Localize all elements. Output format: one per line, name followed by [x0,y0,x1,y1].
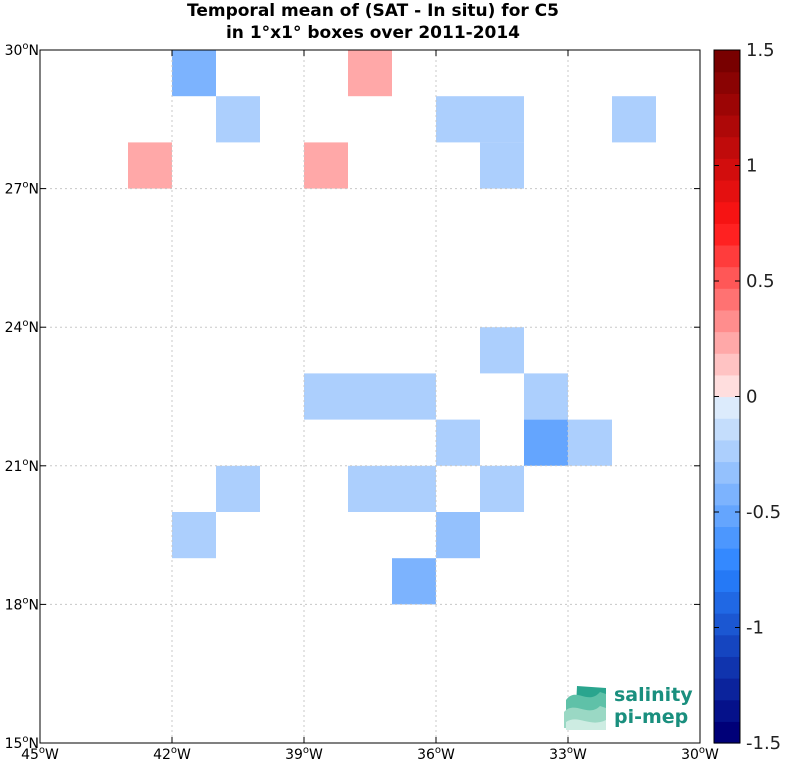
heatmap-cell [392,465,436,512]
colorbar-level [714,418,740,441]
colorbar-level [714,721,740,744]
heatmap-cell [480,96,524,143]
colorbar-level [714,613,740,636]
heatmap-cell [436,96,480,143]
tick-label: 33oW [549,745,587,763]
colorbar-tick-label: -1 [746,618,764,639]
colorbar-level [714,699,740,722]
colorbar-level [714,396,740,419]
colorbar-tick-label: 1.5 [746,40,775,61]
colorbar-level [714,201,740,224]
colorbar-tick-label: -1.5 [746,733,781,754]
colorbar-level [714,548,740,571]
tick-label: 21oN [5,457,39,475]
tick-label: 30oW [681,745,719,763]
colorbar-level [714,678,740,701]
colorbar-level [714,223,740,246]
colorbar-level [714,71,740,94]
colorbar-level [714,483,740,506]
title-line-2: in 1°x1° boxes over 2011-2014 [226,23,520,43]
colorbar-level [714,591,740,614]
heatmap-cell [436,512,480,559]
colorbar-level [714,353,740,376]
heatmap-cell [216,96,260,143]
heatmap-cell [568,419,612,466]
heatmap-cell [480,142,524,189]
colorbar-level [714,288,740,311]
tick-label: 36oW [417,745,455,763]
logo-line-2: pi-mep [614,706,688,728]
heatmap-cell [436,419,480,466]
tick-label: 30oN [5,41,39,59]
colorbar-level [714,569,740,593]
colorbar-ticks: 1.5 1 0.5 0 -0.5 -1 -1.5 [714,40,781,754]
heatmap-cell [172,50,216,97]
tick-label: 18oN [5,595,39,613]
colorbar [714,50,740,744]
x-axis-ticks: 45oW 42oW 39oW 36oW 33oW 30oW [21,50,719,763]
heatmap-cell [128,142,172,189]
heatmap-cell [524,373,568,420]
colorbar-level [714,439,740,463]
salinity-pi-mep-logo: salinity pi-mep [564,684,693,730]
tick-label: 39oW [285,745,323,763]
colorbar-tick-label: -0.5 [746,502,781,523]
heatmap-cell [480,465,524,512]
map-frame [39,49,701,744]
heatmap-cell [348,50,392,97]
heatmap-cell [524,419,568,466]
colorbar-level [714,136,740,159]
y-axis-ticks: 30oN 27oN 24oN 21oN 18oN 15oN [5,41,700,752]
tick-label: 24oN [5,318,39,336]
colorbar-level [714,374,740,398]
heatmap-cell [612,96,656,143]
colorbar-level [714,309,740,333]
colorbar-level [714,50,740,73]
heatmap-cells [128,50,656,605]
colorbar-level [714,331,740,354]
heatmap-cell [216,465,260,512]
colorbar-level [714,461,740,484]
colorbar-tick-label: 0 [746,387,757,408]
heatmap-cell [172,512,216,559]
heatmap-cell [304,373,348,420]
tick-label: 27oN [5,180,39,198]
heatmap-cell [348,373,392,420]
colorbar-level [714,114,740,138]
tick-label: 15oN [5,734,39,752]
colorbar-level [714,634,740,657]
colorbar-level [714,179,740,203]
logo-line-1: salinity [614,684,693,706]
heatmap-cell [392,373,436,420]
colorbar-level [714,158,740,181]
colorbar-level [714,504,740,528]
heatmap-cell [348,465,392,512]
colorbar-level [714,266,740,289]
colorbar-tick-label: 0.5 [746,271,775,292]
colorbar-tick-label: 1 [746,156,757,177]
colorbar-level [714,656,740,679]
colorbar-level [714,526,740,549]
heatmap-cell [304,142,348,189]
map-grid [40,50,700,743]
heatmap-cell [392,558,436,605]
tick-label: 45oW [21,745,59,763]
tick-label: 42oW [153,745,191,763]
wave-logo-icon [564,686,606,730]
colorbar-level [714,244,740,268]
title-line-1: Temporal mean of (SAT - In situ) for C5 [187,1,559,21]
colorbar-level [714,93,740,116]
heatmap-cell [480,327,524,374]
